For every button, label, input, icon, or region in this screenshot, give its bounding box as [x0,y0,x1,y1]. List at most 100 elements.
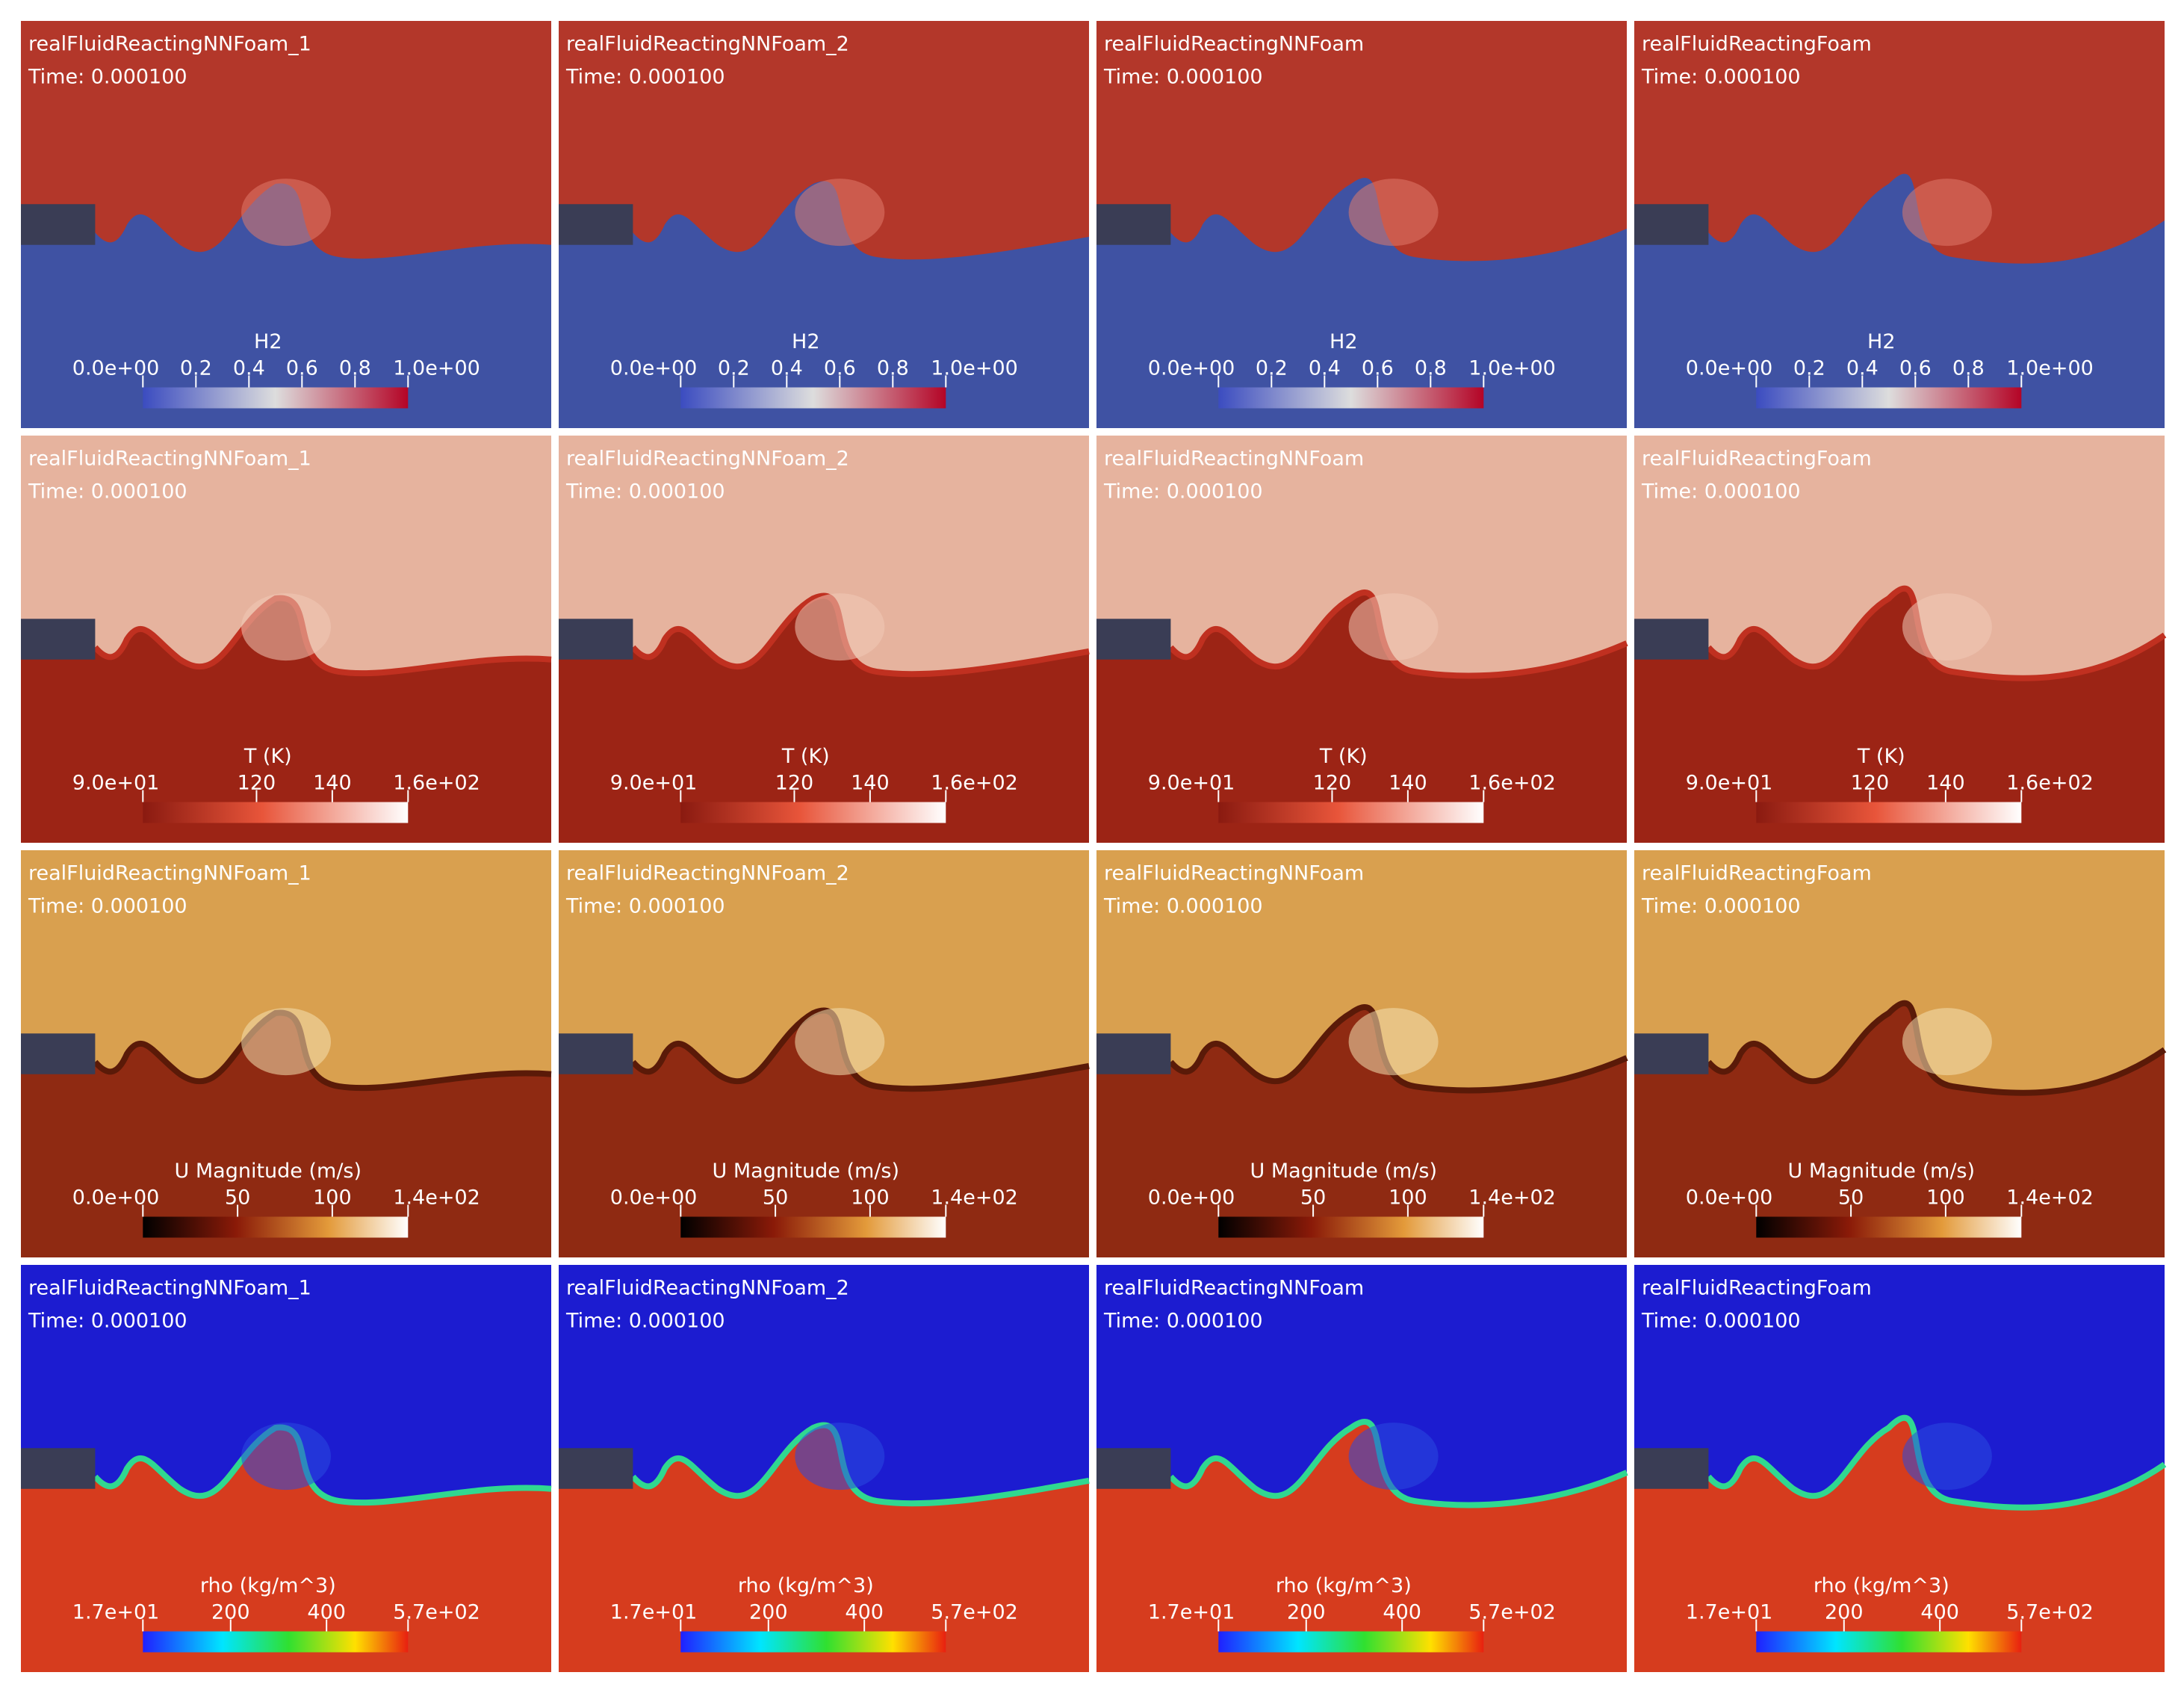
upper-region [1634,850,2165,1093]
colorbar-tick-label: 1.4e+02 [393,1186,480,1209]
time-label: Time: 0.000100 [1641,480,1801,504]
colorbar [680,1631,946,1653]
colorbar-tick-label: 120 [1313,771,1352,794]
upper-region [559,850,1089,1089]
colorbar-tick-label: 0.0e+00 [1148,356,1235,380]
colorbar-tick-label: 1.7e+01 [1148,1600,1235,1624]
panel: realFluidReactingNNFoam_2 Time: 0.000100 r… [559,1265,1090,1672]
panel: realFluidReactingFoam Time: 0.000100 U Mag… [1634,850,2167,1257]
colorbar-title: H2 [1330,330,1357,353]
interface [1706,1414,2167,1511]
colorbar-tick-label: 0.4 [771,356,803,380]
colorbar-title: U Magnitude (m/s) [713,1160,900,1183]
colorbar-tick-label: 9.0e+01 [1686,771,1773,794]
panel-title: realFluidReactingNNFoam [1104,1277,1364,1300]
colorbar-tick-label: 1.6e+02 [1468,771,1556,794]
colorbar-tick-label: 50 [225,1186,250,1209]
colorbar-tick-label: 200 [211,1600,250,1624]
panel-title: realFluidReactingFoam [1642,862,1872,885]
colorbar-tick-label: 9.0e+01 [1148,771,1235,794]
panel-title: realFluidReactingNNFoam_1 [28,862,311,885]
colorbar-title: rho (kg/m^3) [1814,1574,1949,1597]
colorbar-tick-label: 1.4e+02 [2006,1186,2094,1209]
colorbar-tick-label: 0.2 [1793,356,1825,380]
panel-title: realFluidReactingNNFoam [1104,448,1364,471]
upper-region [1634,21,2165,264]
panel: realFluidReactingFoam Time: 0.000100 T (K)… [1634,436,2167,843]
colorbar-tick-label: 100 [1389,1186,1427,1209]
colorbar-tick-label: 200 [1825,1600,1864,1624]
colorbar [1756,802,2022,823]
inlet [1634,619,1709,660]
colorbar-tick-label: 50 [1838,1186,1864,1209]
inlet [1096,204,1171,245]
colorbar [680,802,946,823]
upper-region [1096,850,1627,1091]
panel-title: realFluidReactingNNFoam [1104,33,1364,56]
colorbar-tick-label: 140 [313,771,352,794]
colorbar-tick-label: 400 [845,1600,884,1624]
time-label: Time: 0.000100 [565,66,725,89]
colorbar-tick-label: 0.8 [1415,356,1447,380]
colorbar-tick-label: 0.0e+00 [610,1186,698,1209]
colorbar-title: rho (kg/m^3) [738,1574,874,1597]
vortex [1348,593,1439,661]
colorbar-tick-label: 1.0e+00 [2006,356,2094,380]
colorbar-tick-label: 1.0e+00 [931,356,1018,380]
vortex [795,179,885,247]
inlet [1096,1448,1171,1489]
panel-title: realFluidReactingNNFoam_2 [566,448,849,471]
colorbar [143,802,409,823]
inlet [1096,1033,1171,1074]
colorbar-tick-label: 200 [749,1600,788,1624]
colorbar [143,1631,409,1653]
vortex [1348,1423,1439,1491]
colorbar-tick-label: 0.6 [1899,356,1932,380]
colorbar-tick-label: 400 [1383,1600,1421,1624]
panel: realFluidReactingNNFoam_1 Time: 0.000100 T… [21,436,552,843]
colorbar-tick-label: 400 [307,1600,346,1624]
vortex [1902,1008,1992,1076]
colorbar-tick-label: 1.7e+01 [72,1600,160,1624]
colorbar [1218,1631,1484,1653]
colorbar-tick-label: 1.6e+02 [393,771,480,794]
upper-region [559,1265,1089,1504]
colorbar-tick-label: 1.6e+02 [931,771,1018,794]
panel: realFluidReactingNNFoam Time: 0.000100 U M… [1096,850,1628,1257]
time-label: Time: 0.000100 [565,1310,725,1333]
colorbar-title: T (K) [1319,745,1368,768]
colorbar-tick-label: 0.6 [286,356,318,380]
panel: realFluidReactingNNFoam_2 Time: 0.000100 U… [559,850,1090,1257]
colorbar-tick-label: 5.7e+02 [393,1600,480,1624]
colorbar [1218,802,1484,823]
panel-title: realFluidReactingFoam [1642,448,1872,471]
panel-title: realFluidReactingNNFoam [1104,862,1364,885]
colorbar [1756,1216,2022,1238]
colorbar [1218,1216,1484,1238]
colorbar [680,1216,946,1238]
time-label: Time: 0.000100 [1641,66,1801,89]
colorbar-tick-label: 0.0e+00 [1686,1186,1773,1209]
panel: realFluidReactingNNFoam Time: 0.000100 T (… [1096,436,1628,843]
colorbar-tick-label: 140 [1389,771,1427,794]
inlet [1634,204,1709,245]
colorbar-tick-label: 140 [851,771,890,794]
panel-title: realFluidReactingNNFoam_1 [28,448,311,471]
vortex [1902,1423,1992,1491]
colorbar-tick-label: 50 [1300,1186,1326,1209]
interface [1168,589,1628,679]
colorbar-title: H2 [254,330,282,353]
vortex [1348,1008,1439,1076]
colorbar-tick-label: 1.6e+02 [2006,771,2094,794]
time-label: Time: 0.000100 [28,895,187,918]
panel-title: realFluidReactingNNFoam_2 [566,1277,849,1300]
colorbar-tick-label: 0.0e+00 [1686,356,1773,380]
colorbar-title: T (K) [243,745,292,768]
colorbar-tick-label: 0.2 [180,356,212,380]
panel: realFluidReactingNNFoam Time: 0.000100 rho… [1096,1265,1628,1672]
inlet [21,204,96,245]
colorbar-tick-label: 5.7e+02 [2006,1600,2094,1624]
